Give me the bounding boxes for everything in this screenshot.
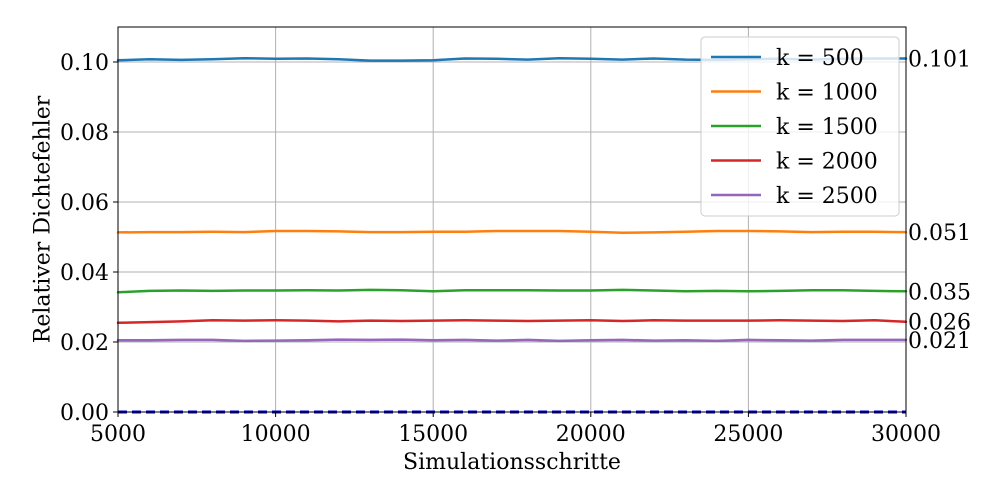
x-tick-label: 20000 bbox=[556, 422, 626, 447]
x-axis-title: Simulationsschritte bbox=[403, 450, 621, 475]
legend-entry-label: k = 2000 bbox=[776, 150, 878, 175]
end-value-label: 0.026 bbox=[908, 311, 971, 336]
series-line bbox=[116, 288, 908, 294]
y-tick-label: 0.04 bbox=[60, 261, 109, 286]
end-value-label: 0.051 bbox=[908, 221, 971, 246]
legend-box bbox=[700, 36, 900, 217]
y-tick-label: 0.06 bbox=[60, 191, 109, 216]
x-tick-label: 30000 bbox=[871, 422, 941, 447]
end-value-label: 0.021 bbox=[908, 329, 971, 354]
series-line bbox=[116, 229, 908, 235]
y-tick-label: 0.10 bbox=[60, 51, 109, 76]
y-tick-label: 0.00 bbox=[60, 401, 109, 426]
legend: k = 500 k = 1000 k = 1500 k = 2000 k = 2500 bbox=[700, 36, 900, 217]
axis-ticks: 5000 10000 15000 20000 25000 30000 0.00 0.02 0.0… bbox=[60, 51, 941, 447]
plot-frame bbox=[117, 26, 907, 413]
series-line bbox=[116, 338, 908, 343]
series-line bbox=[116, 319, 908, 325]
legend-entry-label: k = 2500 bbox=[776, 184, 878, 209]
y-tick-label: 0.02 bbox=[60, 331, 109, 356]
end-value-label: 0.035 bbox=[908, 280, 971, 305]
end-value-label: 0.101 bbox=[908, 48, 971, 73]
x-tick-label: 5000 bbox=[90, 422, 146, 447]
x-tick-label: 15000 bbox=[398, 422, 468, 447]
x-tick-label: 10000 bbox=[241, 422, 311, 447]
y-axis-title: Relativer Dichtefehler bbox=[31, 95, 56, 343]
y-tick-label: 0.08 bbox=[60, 121, 109, 146]
legend-entry-label: k = 1000 bbox=[776, 81, 878, 106]
legend-entry-label: k = 1500 bbox=[776, 115, 878, 140]
legend-entry-label: k = 500 bbox=[776, 46, 864, 71]
x-tick-label: 25000 bbox=[713, 422, 783, 447]
